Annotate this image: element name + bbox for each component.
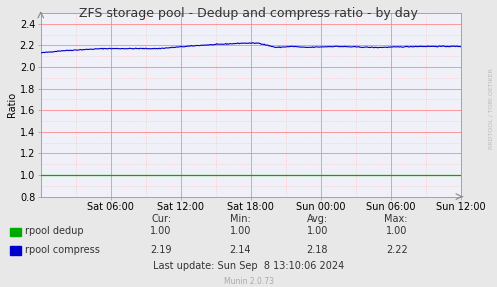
Text: Cur:: Cur: <box>152 214 171 224</box>
Text: Munin 2.0.73: Munin 2.0.73 <box>224 277 273 286</box>
Text: 1.00: 1.00 <box>307 226 328 236</box>
Text: ZFS storage pool - Dedup and compress ratio - by day: ZFS storage pool - Dedup and compress ra… <box>79 7 418 20</box>
Text: Avg:: Avg: <box>307 214 328 224</box>
Text: rpool compress: rpool compress <box>25 245 100 255</box>
Text: Max:: Max: <box>384 214 408 224</box>
Text: rpool dedup: rpool dedup <box>25 226 83 236</box>
Text: RRDTOOL / TOBI OETIKER: RRDTOOL / TOBI OETIKER <box>489 69 494 150</box>
Text: 1.00: 1.00 <box>150 226 171 236</box>
Text: 2.14: 2.14 <box>230 245 251 255</box>
Y-axis label: Ratio: Ratio <box>7 92 17 117</box>
Text: 2.18: 2.18 <box>307 245 328 255</box>
Text: Last update: Sun Sep  8 13:10:06 2024: Last update: Sun Sep 8 13:10:06 2024 <box>153 261 344 271</box>
Text: 1.00: 1.00 <box>386 226 408 236</box>
Text: 2.22: 2.22 <box>386 245 408 255</box>
Text: 1.00: 1.00 <box>230 226 251 236</box>
Text: Min:: Min: <box>230 214 251 224</box>
Text: 2.19: 2.19 <box>150 245 171 255</box>
